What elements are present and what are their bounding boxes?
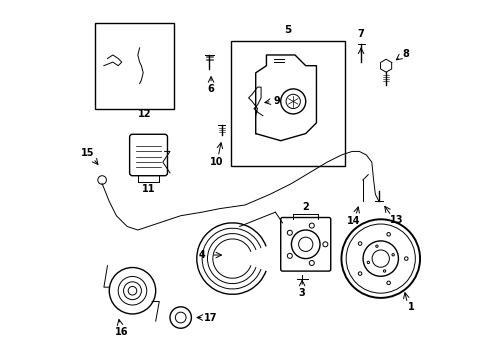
Circle shape <box>287 230 293 235</box>
Circle shape <box>309 261 314 265</box>
Bar <box>231 41 345 166</box>
Text: 5: 5 <box>284 25 292 35</box>
Text: 4: 4 <box>199 250 205 260</box>
Text: 8: 8 <box>402 49 409 59</box>
Text: 15: 15 <box>81 148 95 158</box>
Text: 9: 9 <box>274 96 280 107</box>
Text: 7: 7 <box>358 28 365 39</box>
Text: 14: 14 <box>347 216 361 226</box>
Text: 2: 2 <box>302 202 309 212</box>
Text: 12: 12 <box>138 109 152 119</box>
Text: 11: 11 <box>142 184 155 194</box>
Text: 1: 1 <box>408 302 415 312</box>
Bar <box>95 23 173 109</box>
Text: 3: 3 <box>299 288 306 297</box>
Circle shape <box>287 253 293 258</box>
Text: 17: 17 <box>204 312 218 323</box>
Circle shape <box>309 223 314 228</box>
Text: 13: 13 <box>390 215 404 225</box>
Text: 16: 16 <box>115 327 128 337</box>
Text: 10: 10 <box>210 157 223 167</box>
Text: 6: 6 <box>208 84 215 94</box>
Circle shape <box>323 242 328 247</box>
